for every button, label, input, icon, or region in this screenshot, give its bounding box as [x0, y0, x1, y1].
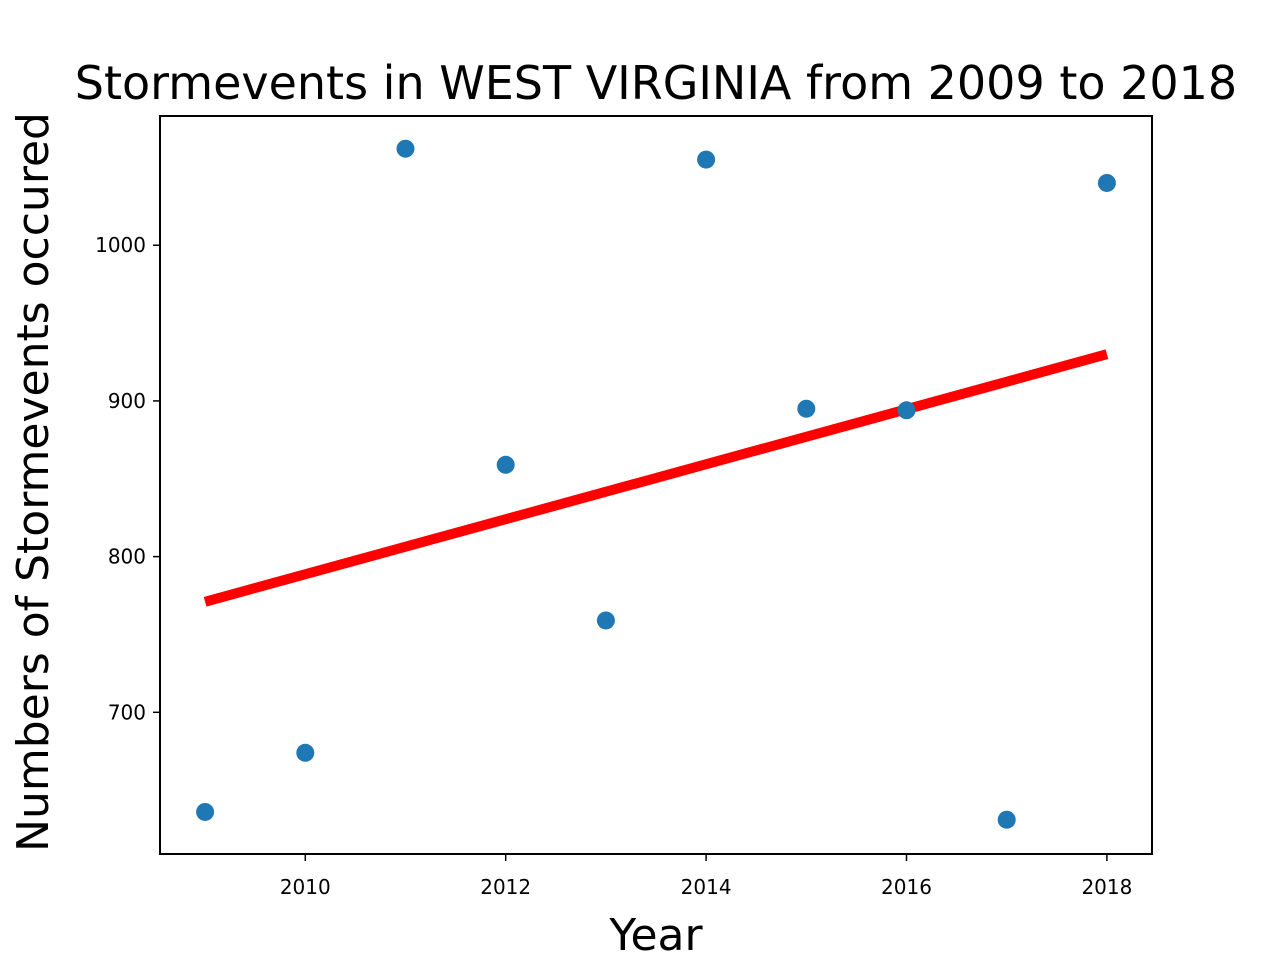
y-tick-label: 800 — [108, 545, 146, 569]
data-point — [496, 455, 515, 474]
axis-ticks: 2010 2012 2014 2016 2018 700 800 900 1000 — [95, 233, 1132, 899]
chart-title: Stormevents in WEST VIRGINIA from 2009 t… — [75, 56, 1237, 110]
data-point — [897, 401, 916, 420]
y-axis-label: Numbers of Stormevents occured — [8, 112, 59, 852]
x-tick-label: 2012 — [480, 875, 531, 899]
y-tick-label: 1000 — [95, 233, 146, 257]
data-point — [997, 810, 1016, 829]
plot-area — [196, 139, 1116, 829]
data-point — [196, 802, 215, 821]
data-point — [697, 150, 716, 169]
plot-frame — [159, 115, 1153, 855]
y-tick-label: 700 — [108, 700, 146, 724]
x-tick-label: 2014 — [681, 875, 732, 899]
x-tick-label: 2010 — [280, 875, 331, 899]
data-point — [797, 399, 816, 418]
data-point — [396, 139, 415, 158]
trend-line — [203, 349, 1109, 607]
x-tick-label: 2018 — [1081, 875, 1132, 899]
x-tick-label: 2016 — [881, 875, 932, 899]
data-point — [296, 743, 315, 762]
data-point — [596, 611, 615, 630]
y-tick-label: 900 — [108, 389, 146, 413]
data-point — [1097, 173, 1116, 192]
x-axis-label: Year — [608, 910, 703, 960]
